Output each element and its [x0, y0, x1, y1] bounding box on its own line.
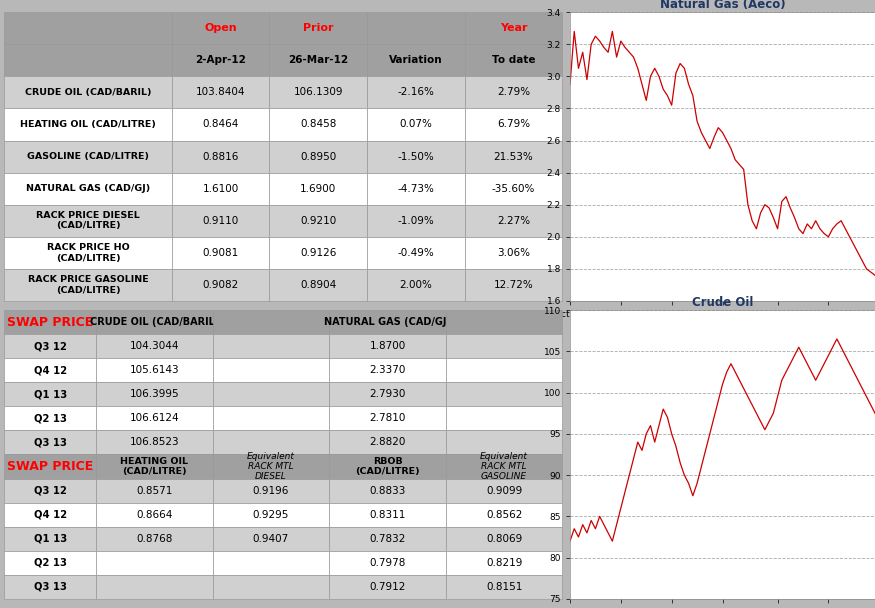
Title: Crude Oil: Crude Oil [692, 296, 753, 309]
Title: Natural Gas (Aeco): Natural Gas (Aeco) [660, 0, 786, 11]
